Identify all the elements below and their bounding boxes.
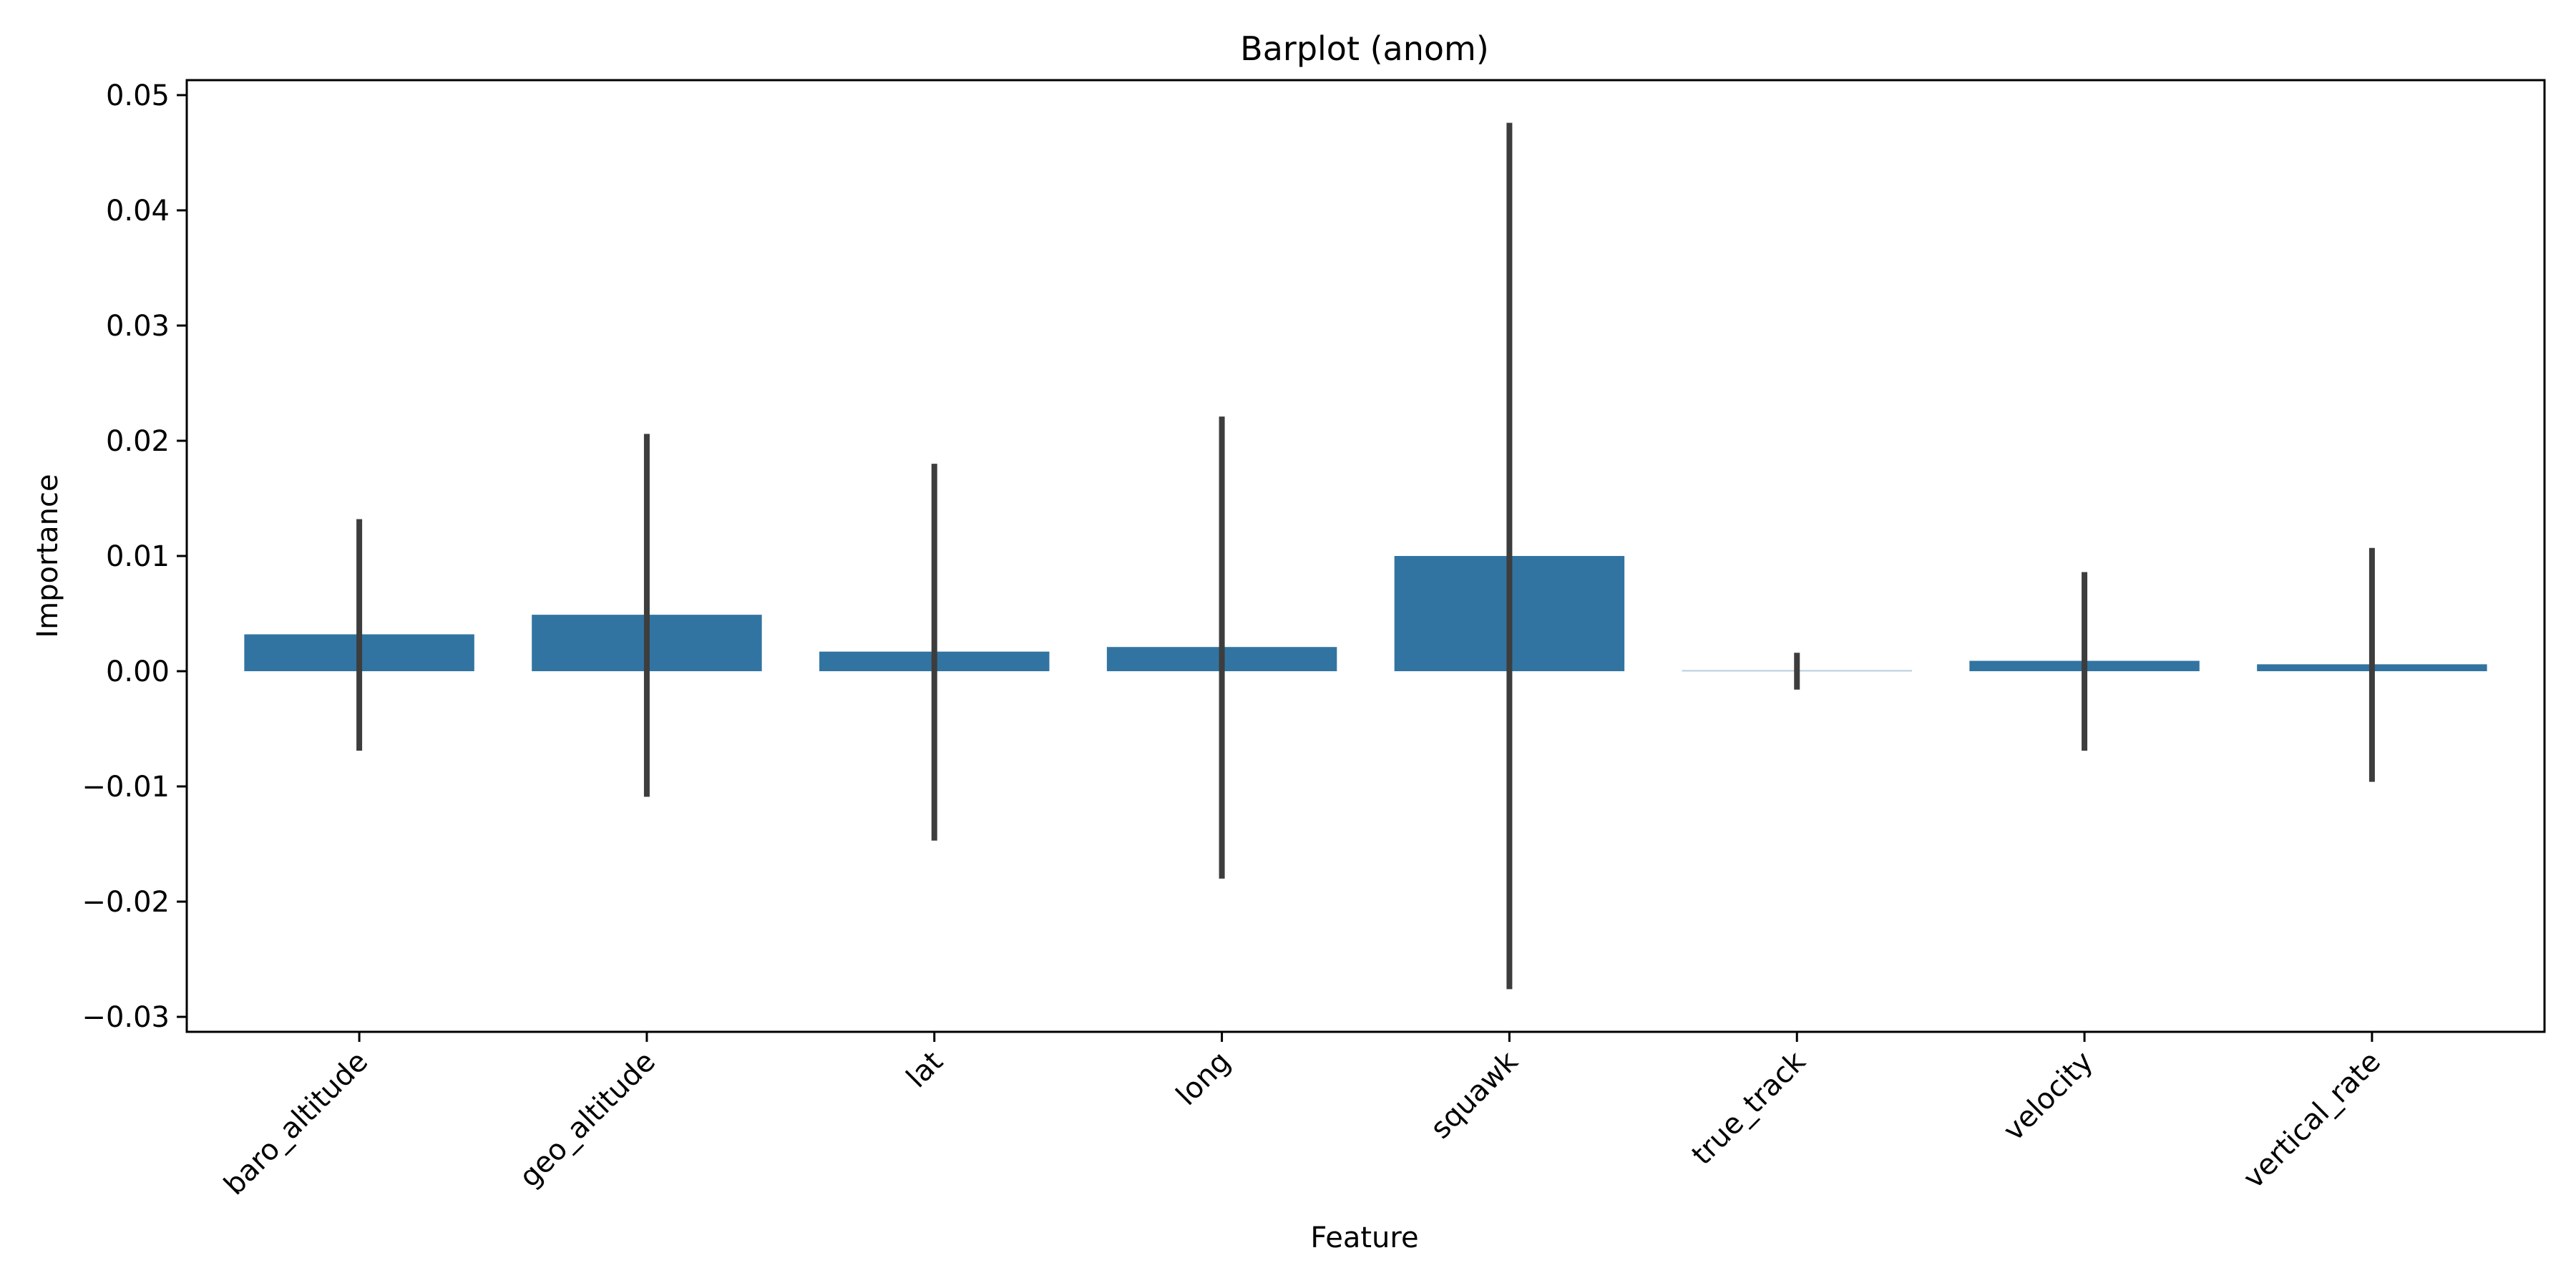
y-tick-label: −0.02 (82, 886, 170, 919)
plot-frame (185, 79, 2546, 1033)
y-tick-label: 0.02 (106, 425, 170, 458)
x-axis-ticks: baro_altitude geo_altitude lat long squawk tr… (218, 1032, 2387, 1201)
y-tick-label: −0.01 (82, 771, 170, 804)
x-axis-label: Feature (1310, 1221, 1418, 1254)
y-tick-label: 0.01 (106, 540, 170, 573)
x-tick-label: geo_altitude (513, 1045, 662, 1194)
bars (244, 556, 2487, 672)
error-bars (356, 122, 2375, 990)
y-tick-label: 0.00 (106, 655, 170, 688)
y-tick-label: −0.03 (82, 1001, 170, 1034)
y-axis-ticks: −0.03 −0.02 −0.01 0.00 0.01 0.02 0.03 0.04 0.05 (82, 79, 187, 1034)
x-tick-label: vertical_rate (2237, 1045, 2387, 1196)
x-tick-label: true_track (1686, 1045, 1813, 1171)
x-tick-label: lat (900, 1045, 950, 1095)
y-tick-label: 0.05 (106, 79, 170, 112)
y-axis-label: Importance (31, 474, 64, 638)
x-tick-label: velocity (1997, 1045, 2099, 1148)
y-tick-label: 0.03 (106, 310, 170, 343)
chart-title: Barplot (anom) (1240, 29, 1489, 68)
x-tick-label: baro_altitude (218, 1045, 374, 1202)
x-tick-label: squawk (1424, 1045, 1525, 1146)
y-tick-label: 0.04 (106, 195, 170, 228)
x-tick-label: long (1170, 1045, 1237, 1113)
